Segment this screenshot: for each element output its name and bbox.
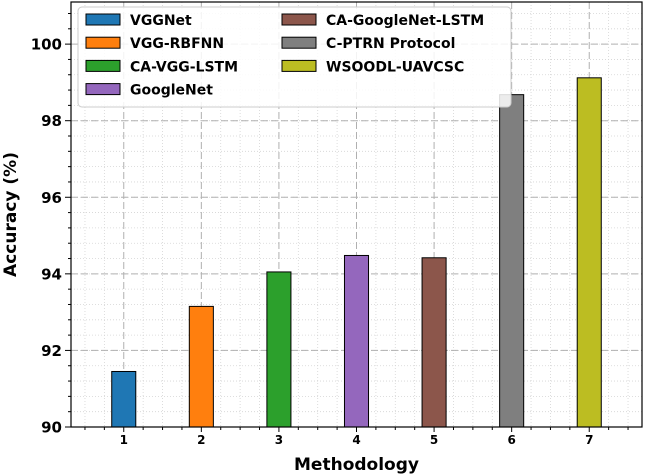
- x-tick-label: 6: [507, 433, 515, 447]
- bar-5: [421, 257, 447, 428]
- legend-label: WSOODL-UAVCSC: [326, 59, 464, 75]
- y-tick-label: 92: [41, 342, 62, 360]
- bars: [111, 77, 602, 428]
- legend-label: GoogleNet: [130, 83, 213, 99]
- legend-swatch: [85, 83, 121, 96]
- y-tick-label: 100: [31, 36, 62, 54]
- legend-box: [77, 6, 512, 108]
- y-tick-label: 94: [41, 265, 62, 283]
- legend-swatch: [85, 59, 121, 72]
- bar-3: [266, 271, 292, 428]
- legend-swatch: [281, 59, 317, 72]
- bar-2: [188, 305, 214, 428]
- x-tick-label: 2: [197, 433, 205, 447]
- legend: VGGNet VGG-RBFNN CA-VGG-LSTM GoogleNet CA-Go…: [77, 6, 512, 108]
- y-axis: 90 92 94 96 98 100: [31, 12, 71, 437]
- legend-label: VGG-RBFNN: [130, 36, 224, 52]
- legend-swatch: [281, 13, 317, 26]
- x-tick-label: 4: [352, 433, 360, 447]
- y-tick-label: 96: [41, 189, 62, 207]
- legend-label: C-PTRN Protocol: [326, 36, 455, 52]
- x-axis: 1 2 3 4 5 6 7: [84, 427, 629, 447]
- x-tick-label: 1: [120, 433, 128, 447]
- legend-label: VGGNet: [130, 13, 192, 29]
- x-tick-label: 5: [430, 433, 438, 447]
- legend-label: CA-VGG-LSTM: [130, 59, 238, 75]
- legend-swatch: [85, 13, 121, 26]
- y-tick-label: 90: [41, 419, 62, 437]
- legend-swatch: [85, 36, 121, 49]
- bar-4: [343, 254, 370, 428]
- x-axis-label: Methodology: [294, 455, 419, 475]
- y-axis-label: Accuracy (%): [1, 152, 21, 277]
- x-tick-label: 3: [275, 433, 283, 447]
- legend-swatch: [281, 36, 317, 49]
- x-tick-label: 7: [585, 433, 593, 447]
- legend-label: CA-GoogleNet-LSTM: [326, 13, 484, 29]
- bar-1: [111, 370, 137, 428]
- y-tick-label: 98: [41, 112, 62, 130]
- bar-7: [576, 77, 602, 428]
- bar-6: [499, 94, 525, 428]
